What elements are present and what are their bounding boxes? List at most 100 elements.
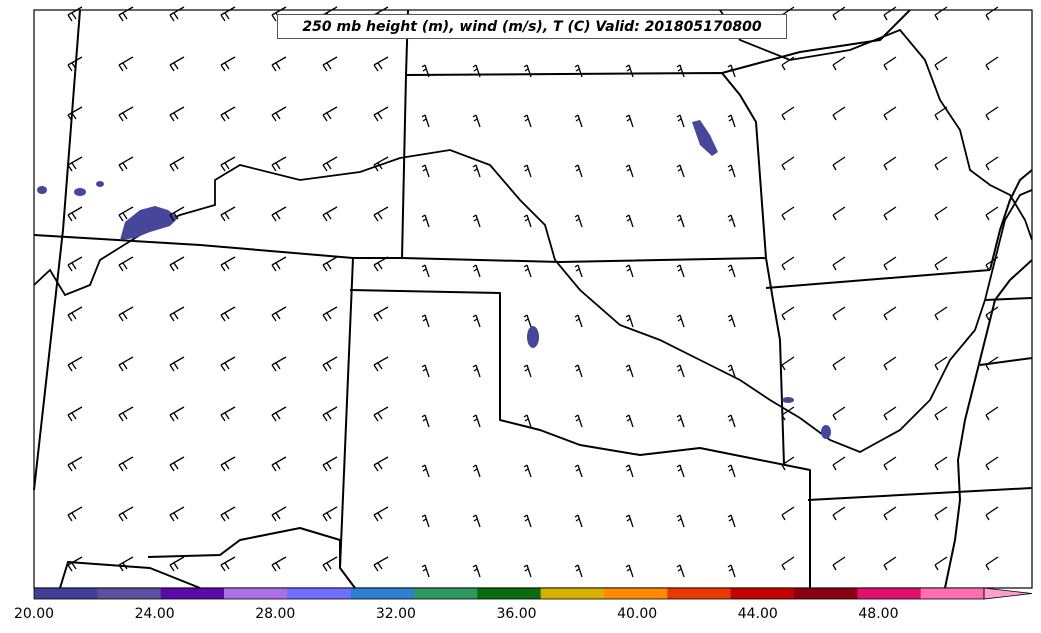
wind-barb <box>676 114 685 128</box>
wind-barb <box>472 64 481 78</box>
wind-barb <box>934 506 948 521</box>
wind-barb <box>169 356 185 372</box>
wind-barb <box>118 306 134 322</box>
wind-barb <box>271 106 287 122</box>
wind-barb <box>322 506 338 522</box>
wind-barb <box>883 56 897 71</box>
wind-barb <box>727 564 736 578</box>
wind-barb <box>271 456 287 472</box>
wind-barb <box>67 106 83 122</box>
wind-barb <box>625 64 634 78</box>
wind-barb <box>67 206 83 222</box>
wind-barb <box>934 356 948 371</box>
wind-barb <box>934 106 948 121</box>
wind-barb <box>781 406 795 421</box>
wind-barb <box>985 206 999 221</box>
wind-barb <box>472 314 481 328</box>
wind-barb <box>67 156 83 172</box>
colorbar-segment <box>97 588 162 599</box>
wind-barb <box>373 106 389 122</box>
wind-barb <box>574 414 583 428</box>
wind-barb <box>934 306 948 321</box>
wind-barb <box>934 206 948 221</box>
wind-barb <box>421 314 430 328</box>
wind-barb <box>169 406 185 422</box>
wind-barb <box>781 206 795 221</box>
colorbar-segment <box>287 588 352 599</box>
wind-barb <box>322 156 338 172</box>
wind-barb <box>883 156 897 171</box>
wind-barb <box>883 306 897 321</box>
wind-barb <box>574 214 583 228</box>
wind-barb <box>676 414 685 428</box>
wind-barb <box>832 556 846 571</box>
wind-barb <box>883 106 897 121</box>
wind-barb <box>883 556 897 571</box>
wind-barb <box>373 56 389 72</box>
colorbar-segment <box>920 588 985 599</box>
wind-barb <box>985 456 999 471</box>
wind-barb <box>271 256 287 272</box>
wind-barb <box>985 556 999 571</box>
wind-barb <box>883 456 897 471</box>
wind-barb <box>574 514 583 528</box>
wind-barb <box>67 6 83 22</box>
wind-barb <box>676 64 685 78</box>
wind-barb <box>472 364 481 378</box>
wind-barb <box>934 256 948 271</box>
map-title: 250 mb height (m), wind (m/s), T (C) Val… <box>277 14 787 39</box>
wind-barb <box>523 364 532 378</box>
wind-barb <box>523 114 532 128</box>
wind-barb <box>322 406 338 422</box>
wind-barb <box>676 264 685 278</box>
wind-barb <box>472 464 481 478</box>
wind-barb <box>373 556 389 572</box>
wind-barb <box>832 506 846 521</box>
wind-barb <box>832 306 846 321</box>
wind-barb <box>832 156 846 171</box>
wind-barb <box>169 56 185 72</box>
wind-barb <box>118 456 134 472</box>
wind-barb <box>472 414 481 428</box>
wind-barb <box>169 556 185 572</box>
wind-barb <box>220 6 236 22</box>
wind-barb <box>220 56 236 72</box>
wind-barb <box>574 564 583 578</box>
wind-barb <box>169 456 185 472</box>
wind-barb <box>220 356 236 372</box>
wind-barb <box>67 456 83 472</box>
colorbar-segment <box>667 588 732 599</box>
wind-barb <box>625 464 634 478</box>
wind-barb <box>832 106 846 121</box>
wind-barb <box>883 206 897 221</box>
wind-barb <box>169 506 185 522</box>
wind-barb <box>781 356 795 371</box>
wind-barb <box>220 156 236 172</box>
wind-barb <box>118 106 134 122</box>
wind-barb <box>67 556 83 572</box>
colorbar-outline <box>33 587 985 600</box>
colorbar-segment <box>160 588 225 599</box>
wind-barb <box>373 306 389 322</box>
colorbar-tick-label: 28.00 <box>255 606 295 622</box>
colorbar-tick-label: 44.00 <box>738 606 778 622</box>
wind-barb <box>934 556 948 571</box>
wind-barb <box>523 164 532 178</box>
wind-barb <box>421 264 430 278</box>
wind-barb <box>727 214 736 228</box>
wind-barb <box>472 164 481 178</box>
wind-barb <box>220 206 236 222</box>
wind-barb <box>883 256 897 271</box>
wind-barb <box>373 506 389 522</box>
wind-barb <box>271 506 287 522</box>
wind-barb <box>625 364 634 378</box>
wind-barb <box>472 564 481 578</box>
wind-barb <box>67 256 83 272</box>
colorbar-segment <box>794 588 858 599</box>
wind-barb <box>883 406 897 421</box>
wind-barb <box>832 256 846 271</box>
wind-barb <box>985 156 999 171</box>
colorbar-tick-label: 24.00 <box>135 606 175 622</box>
colorbar-tick-label: 40.00 <box>617 606 657 622</box>
wind-barb <box>727 64 736 78</box>
